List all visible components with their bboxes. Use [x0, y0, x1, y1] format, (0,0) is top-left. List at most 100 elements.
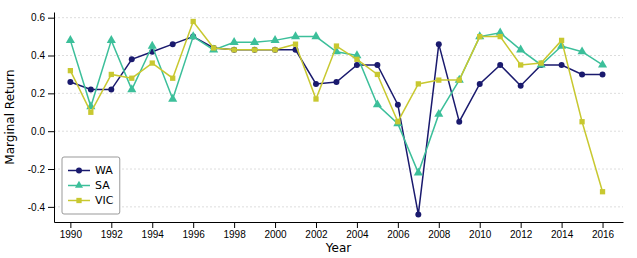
point: [600, 189, 605, 194]
point: [108, 87, 114, 93]
point: [434, 109, 443, 117]
point: [313, 96, 318, 101]
point: [414, 168, 423, 176]
point: [129, 56, 135, 62]
point: [373, 99, 382, 107]
legend-label: WA: [95, 164, 113, 177]
tick-mark: [603, 222, 604, 228]
y-axis-title: Marginal Return: [3, 69, 17, 164]
point: [416, 81, 421, 86]
point: [518, 83, 524, 89]
legend-item: WA: [68, 164, 113, 177]
grid-line: [54, 17, 623, 18]
point: [395, 102, 401, 108]
legend-item: VIC: [68, 194, 114, 207]
tick: 2004: [346, 222, 369, 240]
tick-label: 1998: [223, 229, 246, 240]
grid-line: [54, 131, 623, 132]
point: [334, 43, 339, 48]
point: [272, 47, 278, 53]
point: [415, 211, 421, 217]
point: [578, 46, 587, 54]
point: [291, 31, 300, 39]
point: [477, 81, 483, 87]
grid-line: [54, 206, 623, 207]
tick-mark: [521, 222, 522, 228]
marks: [66, 19, 607, 218]
point: [498, 34, 503, 39]
tick-label: 2016: [592, 229, 615, 240]
tick: 2008: [428, 222, 451, 240]
tick-label: -0.4: [28, 202, 46, 213]
point: [579, 71, 585, 77]
series: [68, 19, 605, 195]
point: [598, 60, 607, 68]
point: [68, 68, 73, 73]
chart: 1990199219941996199820002002200420062008…: [0, 0, 637, 258]
point: [231, 47, 236, 52]
point: [354, 62, 360, 68]
tick: 0.4: [31, 50, 54, 61]
tick-mark: [111, 222, 112, 228]
tick-mark: [398, 222, 399, 228]
legend-item: SA: [68, 179, 110, 192]
point: [211, 45, 216, 50]
tick-label: 1992: [101, 229, 124, 240]
tick: 2002: [305, 222, 328, 240]
point: [252, 47, 258, 53]
tick: 2010: [469, 222, 492, 240]
series: [66, 28, 607, 176]
point: [538, 60, 543, 65]
tick: 2014: [551, 222, 574, 240]
tick-mark: [275, 222, 276, 228]
point: [148, 41, 157, 49]
axis-line: [54, 13, 55, 223]
point: [436, 77, 441, 82]
tick: 2016: [592, 222, 615, 240]
point: [516, 45, 525, 53]
point: [477, 34, 482, 39]
grid: [54, 18, 623, 207]
point: [354, 57, 359, 62]
tick-label: 2008: [428, 229, 451, 240]
tick: 0.6: [31, 12, 54, 23]
point: [67, 79, 73, 85]
point: [270, 35, 279, 43]
legend-label: SA: [95, 179, 110, 192]
tick: 2000: [264, 222, 287, 240]
point: [455, 75, 464, 83]
tick-mark: [152, 222, 153, 228]
point: [109, 72, 114, 77]
tick-mark: [48, 207, 54, 208]
point: [127, 84, 136, 92]
x-axis: 1990199219941996199820002002200420062008…: [55, 222, 624, 240]
tick-mark: [234, 222, 235, 228]
grid-line: [54, 169, 623, 170]
legend-marker: [76, 168, 82, 174]
tick-label: 0.4: [31, 50, 45, 61]
tick-label: 1996: [183, 229, 206, 240]
tick: -0.4: [28, 202, 54, 213]
tick-mark: [439, 222, 440, 228]
tick-mark: [48, 131, 54, 132]
tick-mark: [193, 222, 194, 228]
line: [70, 33, 602, 173]
point: [559, 62, 565, 68]
point: [456, 119, 462, 125]
tick-label: 0.0: [31, 126, 45, 137]
point: [497, 62, 503, 68]
tick-mark: [316, 222, 317, 228]
tick: 2006: [387, 222, 410, 240]
tick-label: 1994: [142, 229, 165, 240]
line: [70, 21, 602, 191]
tick-mark: [357, 222, 358, 228]
point: [211, 45, 217, 51]
plot: 1990199219941996199820002002200420062008…: [28, 12, 624, 240]
point: [231, 47, 237, 53]
legend-marker: [75, 181, 83, 188]
tick-mark: [48, 169, 54, 170]
point: [293, 42, 298, 47]
tick-label: 2006: [387, 229, 410, 240]
tick: 2012: [510, 222, 533, 240]
tick-label: 2004: [346, 229, 369, 240]
